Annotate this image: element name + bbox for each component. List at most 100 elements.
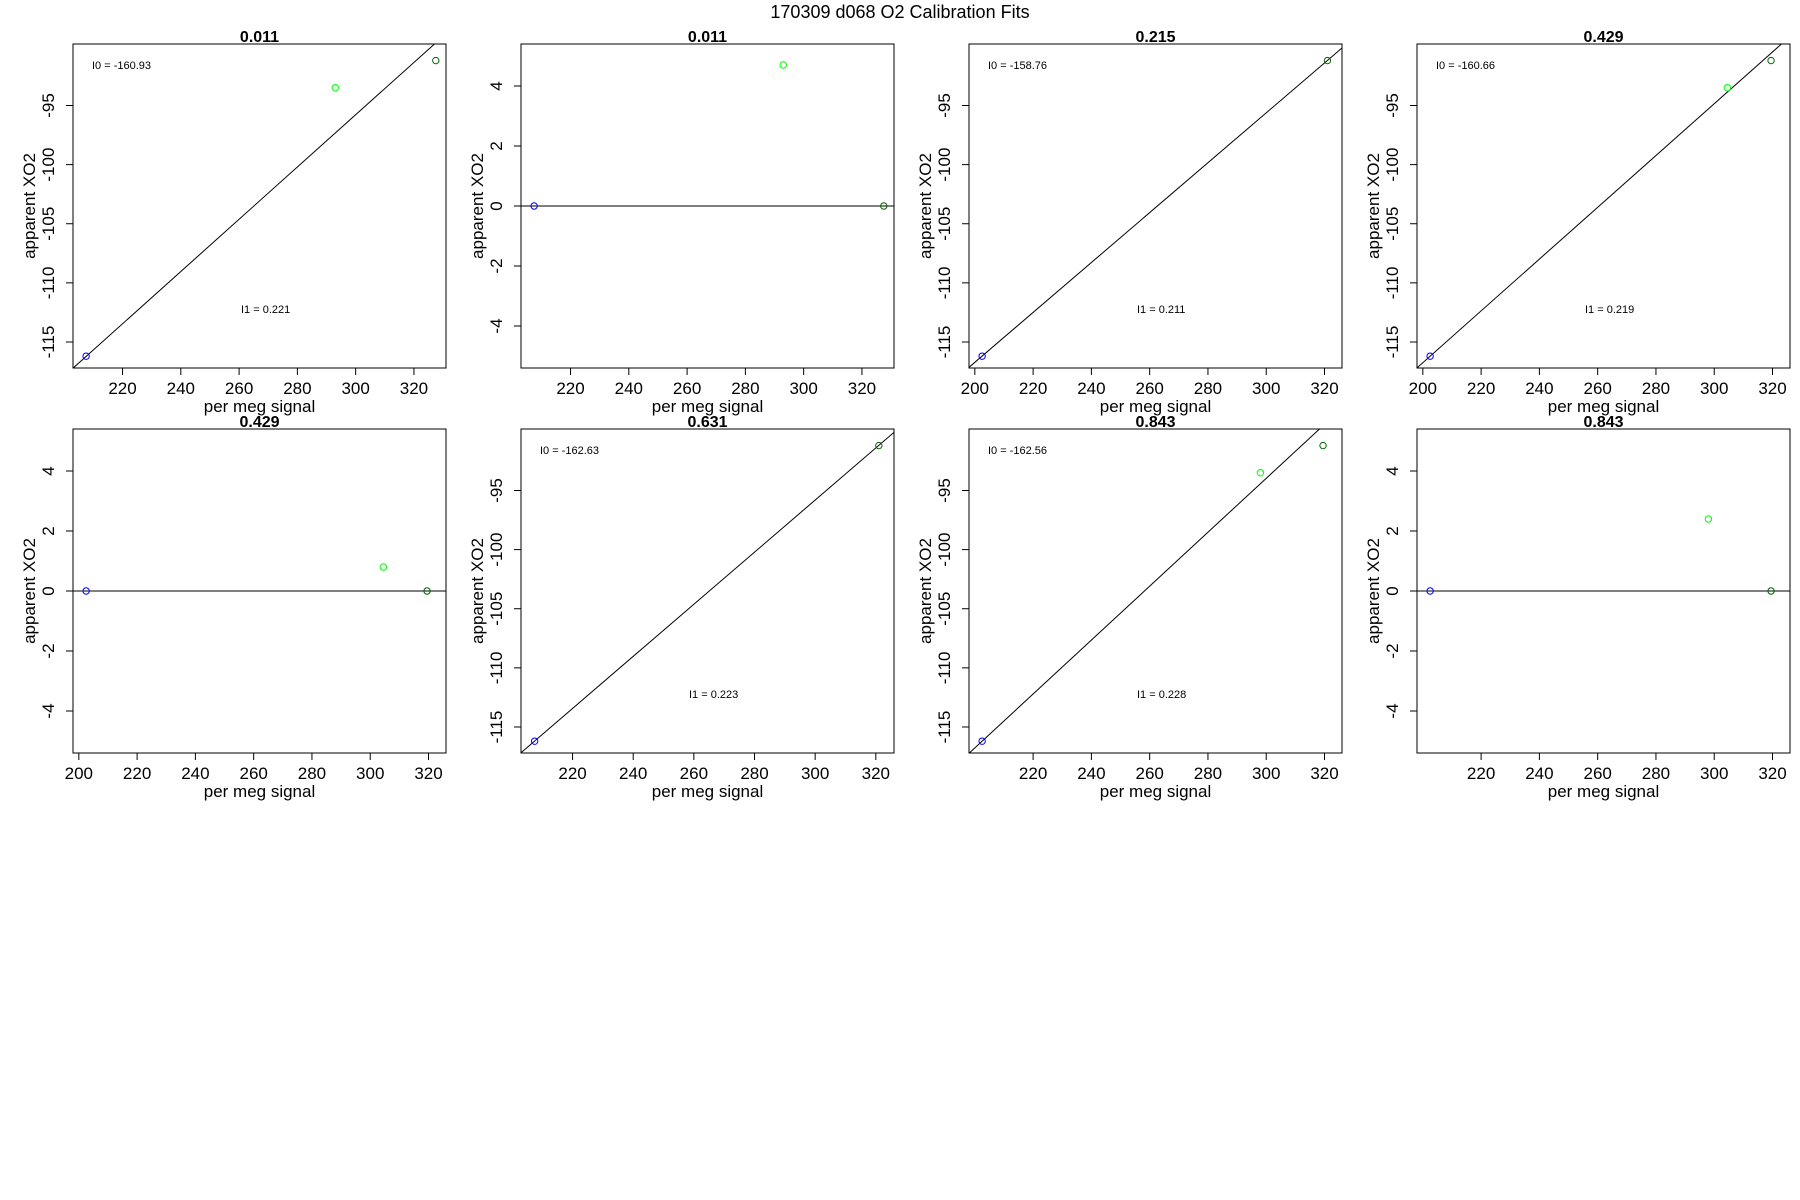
y-tick-label: 2 [39,526,58,535]
y-tick-label: -100 [1383,148,1402,182]
panel-title: 0.215 [1135,29,1175,46]
y-tick-label: -2 [1383,643,1402,658]
y-axis-label: apparent XO2 [1364,153,1383,259]
y-tick-label: -95 [935,478,954,503]
data-point [875,441,883,450]
data-point [530,202,538,210]
x-tick-label: 320 [400,379,428,398]
y-tick-label: -105 [1383,207,1402,241]
x-tick-label: 260 [1583,379,1611,398]
y-tick-label: -100 [487,533,506,567]
x-axis-label: per meg signal [652,782,764,801]
fit-line [969,47,1342,368]
x-tick-label: 320 [1310,764,1338,783]
panel-3: 0.215 200 220 240 260 280 300 320 -95 -100 -105 -11… [916,29,1343,416]
intercept-annotation: I0 = -160.66 [1436,60,1495,72]
x-tick-label: 280 [1194,764,1222,783]
x-tick-label: 280 [283,379,311,398]
x-tick-label: 300 [789,379,817,398]
panel-8: 0.843 220 240 260 280 300 320 4 2 0 -2 -4 per meg si… [1364,414,1791,801]
data-point [331,84,339,92]
y-tick-label: -115 [39,326,58,359]
data-point [1767,56,1775,65]
y-tick-label: -2 [487,258,506,273]
data-point [1767,587,1775,595]
fit-line [1417,44,1783,368]
x-tick-label: 320 [862,764,890,783]
data-point [432,56,440,65]
y-axis-label: apparent XO2 [468,153,487,259]
intercept-annotation: I0 = -158.76 [988,60,1047,72]
y-tick-label: -4 [39,703,58,718]
x-tick-label: 240 [1525,379,1553,398]
slope-annotation: I1 = 0.221 [241,304,290,316]
x-tick-label: 260 [1583,764,1611,783]
y-tick-label: -110 [1383,266,1402,299]
y-axis-label: apparent XO2 [1364,538,1383,644]
data-point [880,202,888,210]
y-tick-label: 0 [487,201,506,210]
x-tick-label: 300 [1700,379,1728,398]
y-tick-label: 4 [39,466,58,475]
data-point [1426,352,1434,360]
x-tick-label: 260 [1135,764,1163,783]
x-tick-label: 260 [680,764,708,783]
y-tick-label: -4 [487,318,506,333]
x-tick-label: 320 [1758,379,1786,398]
x-tick-label: 280 [740,764,768,783]
x-tick-label: 320 [1758,764,1786,783]
y-axis-label: apparent XO2 [20,538,39,644]
x-tick-label: 200 [961,379,989,398]
y-tick-label: 2 [1383,526,1402,535]
x-axis-label: per meg signal [1100,397,1212,416]
x-tick-label: 200 [1409,379,1437,398]
x-tick-label: 220 [1019,764,1047,783]
x-tick-label: 280 [1194,379,1222,398]
data-point [1704,515,1713,523]
x-tick-label: 240 [615,379,643,398]
x-tick-label: 240 [1077,764,1105,783]
x-tick-label: 300 [356,764,384,783]
fit-line [521,431,894,753]
x-tick-label: 220 [1019,379,1047,398]
data-point [779,61,787,69]
x-axis-label: per meg signal [204,782,316,801]
panel-title: 0.631 [687,414,727,431]
x-tick-label: 320 [414,764,442,783]
intercept-annotation: I0 = -162.56 [988,445,1047,457]
y-tick-label: -95 [487,478,506,503]
y-tick-label: 4 [1383,466,1402,475]
slope-annotation: I1 = 0.223 [689,689,738,701]
panel-title: 0.843 [1135,414,1175,431]
x-tick-label: 220 [556,379,584,398]
data-point [82,587,90,595]
data-point [978,352,986,360]
y-tick-label: -110 [487,651,506,684]
x-tick-label: 300 [1252,379,1280,398]
x-tick-label: 220 [108,379,136,398]
x-axis-label: per meg signal [1548,782,1660,801]
x-tick-label: 220 [1467,764,1495,783]
x-tick-label: 300 [1700,764,1728,783]
slope-annotation: I1 = 0.228 [1137,689,1186,701]
x-tick-label: 320 [1310,379,1338,398]
y-tick-label: 4 [487,81,506,90]
x-axis-label: per meg signal [204,397,316,416]
plot-box [1416,43,1791,369]
x-tick-label: 280 [731,379,759,398]
panel-title: 0.429 [1583,29,1623,46]
x-tick-label: 220 [558,764,586,783]
fit-line [969,429,1321,753]
panel-4: 0.429 200 220 240 260 280 300 320 -95 -100 -105 -11… [1364,29,1791,416]
data-point [1723,84,1732,92]
panel-5: 0.429 200 220 240 260 280 300 320 4 2 0 -2 -4 per meg… [20,414,447,801]
panel-6: 0.631 220 240 260 280 300 320 -95 -100 -105 -110 -1… [468,414,895,801]
panel-title: 0.843 [1583,414,1623,431]
y-tick-label: -100 [39,148,58,182]
panel-title: 0.429 [239,414,279,431]
x-tick-label: 200 [65,764,93,783]
y-tick-label: -95 [1383,93,1402,118]
y-tick-label: -100 [935,148,954,182]
